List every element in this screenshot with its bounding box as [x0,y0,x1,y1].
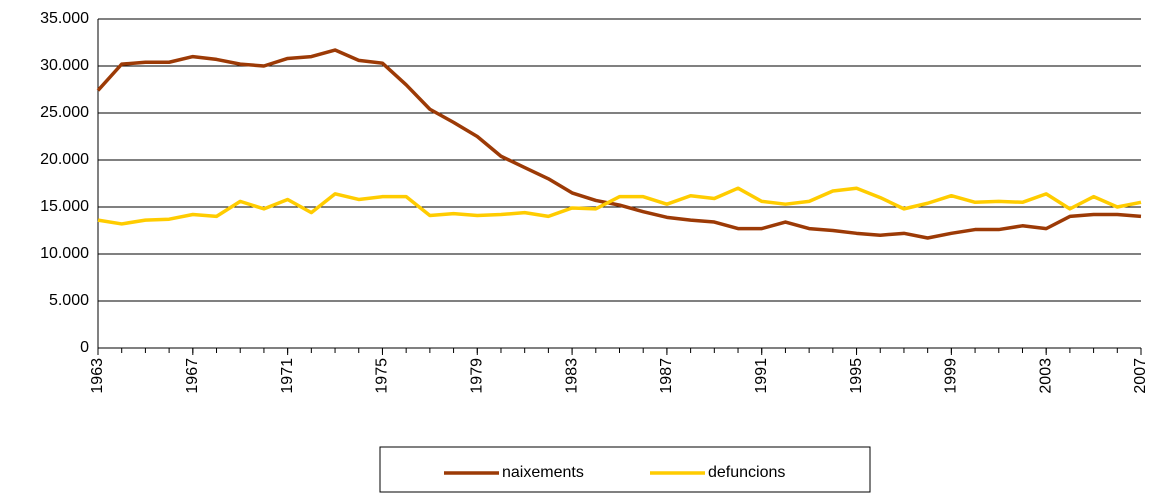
y-tick-label: 35.000 [40,10,89,27]
legend-label: naixements [502,464,584,481]
y-tick-label: 0 [80,339,89,356]
x-tick-label: 1967 [184,358,201,394]
x-tick-label: 1987 [658,358,675,394]
y-tick-label: 15.000 [40,198,89,215]
x-tick-label: 1999 [943,358,960,394]
y-tick-label: 30.000 [40,57,89,74]
line-series [96,48,1142,240]
x-tick-label: 1971 [279,358,296,394]
legend-label: defuncions [708,464,785,481]
x-tick-label: 1975 [374,358,391,394]
x-tick-label: 2007 [1132,358,1149,394]
x-tick-label: 1983 [563,358,580,394]
y-tick-label: 10.000 [40,245,89,262]
y-tick-label: 5.000 [49,292,89,309]
line-series [97,186,1142,226]
y-tick-label: 20.000 [40,151,89,168]
x-tick-label: 2003 [1037,358,1054,394]
x-tick-label: 1995 [848,358,865,394]
y-tick-label: 25.000 [40,104,89,121]
legend-box [379,446,871,493]
x-tick-label: 1963 [89,358,106,394]
x-tick-label: 1991 [753,358,770,394]
x-tick-label: 1979 [468,358,485,394]
